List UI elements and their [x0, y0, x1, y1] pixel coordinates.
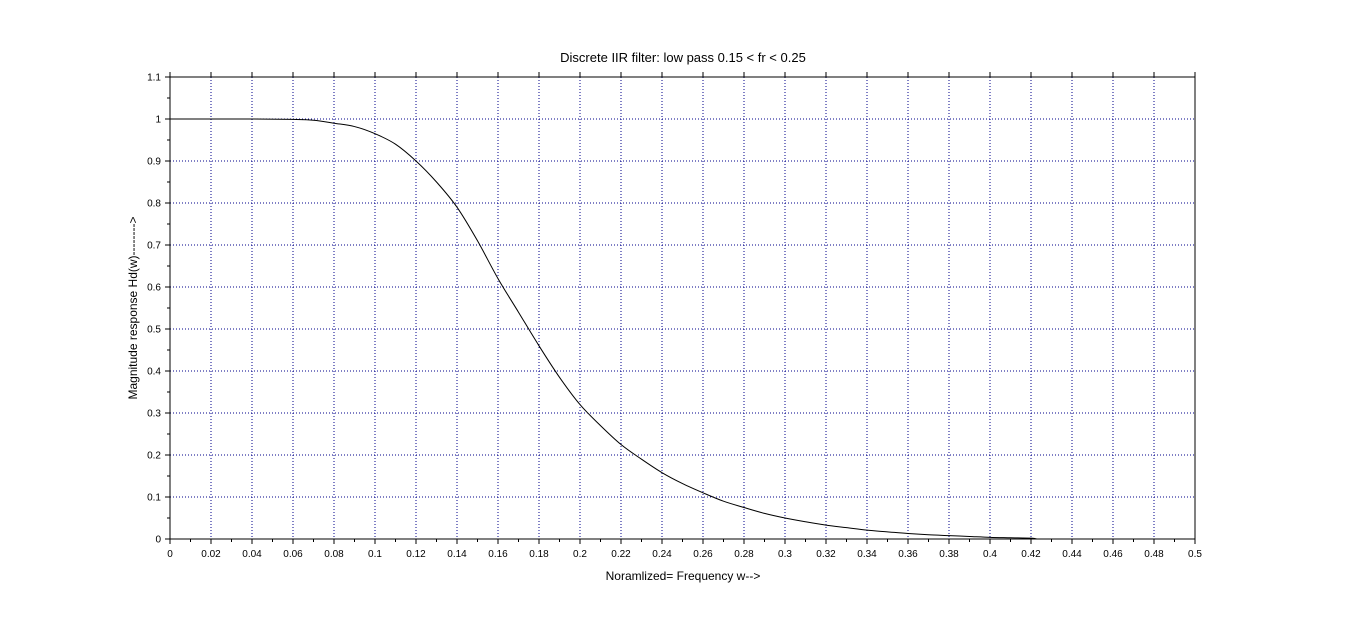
- x-tick-label: 0.44: [1062, 549, 1082, 560]
- magnitude-response-line: [169, 118, 1038, 540]
- x-tick-label: 0.08: [324, 549, 344, 560]
- x-tick-label: 0.2: [573, 549, 587, 560]
- x-tick-label: 0.48: [1144, 549, 1164, 560]
- chart-title: Discrete IIR filter: low pass 0.15 < fr …: [560, 50, 806, 65]
- grid: [170, 77, 1195, 539]
- y-tick-label: 0.6: [147, 283, 161, 294]
- series: [169, 118, 1038, 540]
- y-tick-label: 0.9: [147, 157, 161, 168]
- y-tick-label: 1.1: [147, 73, 161, 84]
- x-tick-label: 0.32: [816, 549, 836, 560]
- y-tick-label: 0: [155, 535, 161, 546]
- x-tick-label: 0.5: [1188, 549, 1202, 560]
- x-tick-label: 0.04: [242, 549, 262, 560]
- x-tick-label: 0.26: [693, 549, 713, 560]
- y-tick-label: 0.4: [147, 367, 161, 378]
- x-tick-label: 0.28: [734, 549, 754, 560]
- x-tick-label: 0.38: [939, 549, 959, 560]
- x-axis-label: Noramlized= Frequency w-->: [606, 569, 761, 583]
- y-tick-label: 0.5: [147, 325, 161, 336]
- x-tick-label: 0.18: [529, 549, 549, 560]
- x-tick-label: 0.02: [201, 549, 221, 560]
- x-tick-label: 0.42: [1021, 549, 1041, 560]
- x-tick-label: 0.16: [488, 549, 508, 560]
- y-axis-label: Magnitude response Hd(w)-------->: [126, 216, 140, 399]
- x-tick-label: 0.06: [283, 549, 303, 560]
- x-tick-label: 0.24: [652, 549, 672, 560]
- x-tick-label: 0.14: [447, 549, 467, 560]
- y-tick-label: 0.3: [147, 409, 161, 420]
- x-tick-label: 0.3: [778, 549, 792, 560]
- x-tick-label: 0.22: [611, 549, 631, 560]
- y-tick-label: 0.2: [147, 451, 161, 462]
- y-tick-label: 0.1: [147, 493, 161, 504]
- y-tick-label: 0.7: [147, 241, 161, 252]
- x-tick-label: 0.12: [406, 549, 426, 560]
- x-tick-label: 0.36: [898, 549, 918, 560]
- x-tick-label: 0.1: [368, 549, 382, 560]
- ticks: 0 0.02 0.04 0.06 0.08 0.1 0.12 0.14 0.16 0.18 0.2 0…: [147, 72, 1202, 560]
- x-tick-label: 0.4: [983, 549, 997, 560]
- y-tick-label: 1: [155, 115, 161, 126]
- x-tick-label: 0.46: [1103, 549, 1123, 560]
- y-tick-label: 0.8: [147, 199, 161, 210]
- x-tick-label: 0.34: [857, 549, 877, 560]
- x-tick-label: 0: [167, 549, 173, 560]
